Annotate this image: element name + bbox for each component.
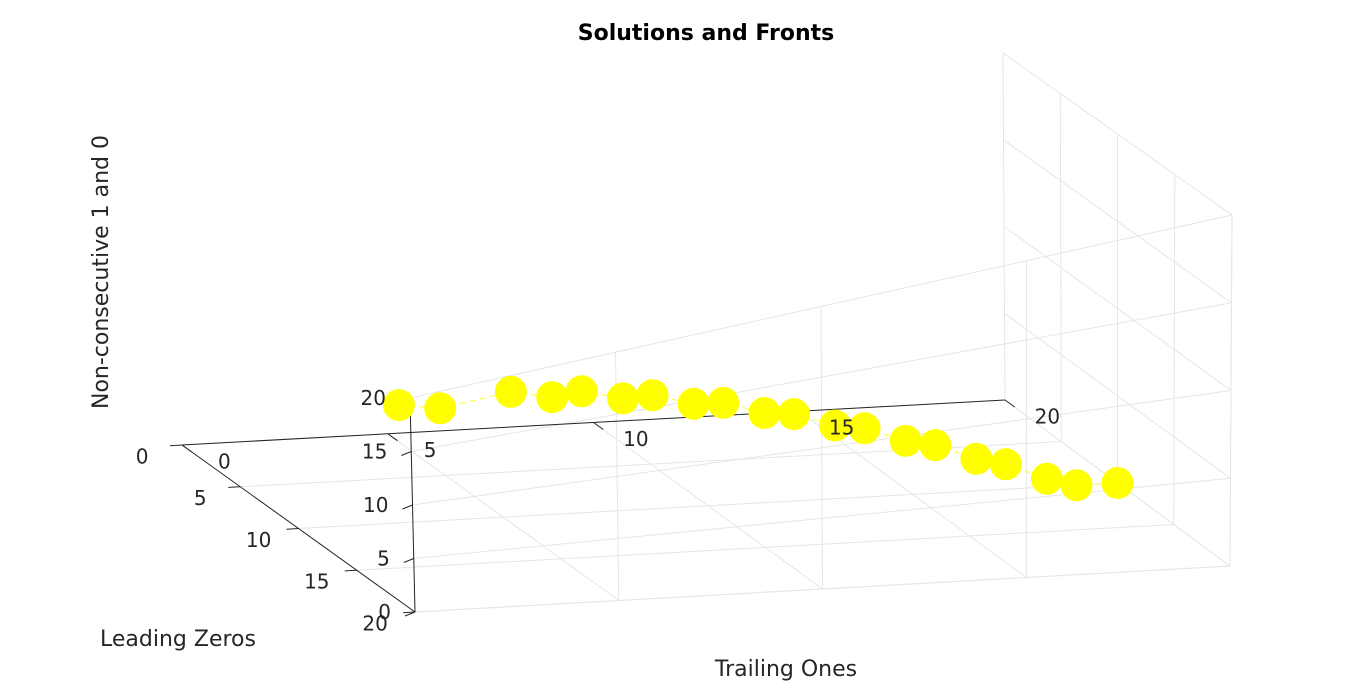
y-tick-mark [286, 528, 299, 530]
data-point [919, 429, 952, 462]
axes [169, 397, 1016, 617]
data-point [536, 381, 569, 414]
data-point [677, 387, 710, 420]
data-point [565, 375, 598, 408]
x-tick-label: 15 [829, 416, 854, 440]
y-tick-label: 15 [304, 570, 329, 594]
y-axis-label: Leading Zeros [100, 627, 256, 652]
data-point [889, 424, 922, 457]
grid-line [298, 482, 1118, 529]
grid-line [412, 390, 1232, 506]
z-tick-label: 5 [377, 547, 390, 571]
data-points [382, 375, 1134, 502]
data-point [707, 386, 740, 419]
grid-line [409, 214, 1233, 399]
z-tick-mark [402, 504, 413, 510]
y-tick-label: 20 [362, 611, 387, 635]
grid-line [1003, 226, 1232, 391]
data-point [607, 382, 639, 415]
x-tick-label: 20 [1035, 405, 1060, 429]
grid-line [1003, 139, 1232, 304]
data-point [424, 392, 457, 425]
front-line [1005, 463, 1048, 480]
grid [181, 52, 1233, 613]
x-tick-mark [387, 433, 398, 442]
grid-line [1229, 214, 1233, 567]
z-tick-mark [404, 611, 416, 617]
x-tick-label: 10 [623, 427, 648, 451]
y-tick-mark [169, 444, 183, 447]
x-tick-mark [181, 444, 193, 453]
y-tick-mark [402, 611, 416, 614]
data-point [960, 442, 993, 475]
data-point [848, 412, 881, 445]
grid-line [414, 565, 1231, 613]
x-tick-label: 0 [218, 450, 231, 474]
x-tick-mark [593, 422, 604, 430]
z-tick-label: 0 [378, 600, 391, 624]
z-axis-label: Non-consecutive 1 and 0 [89, 135, 114, 409]
grid-line [1173, 174, 1176, 525]
x-tick-label: 5 [424, 438, 437, 462]
x-axis-label: Trailing Ones [714, 657, 857, 682]
y-tick-label: 10 [246, 528, 271, 552]
data-point [819, 409, 852, 442]
data-point [1101, 467, 1134, 499]
chart-title: Solutions and Fronts [578, 21, 835, 46]
z-tick-mark [403, 558, 414, 563]
data-point [1060, 469, 1093, 502]
y-tick-label: 0 [136, 444, 149, 468]
y-tick-mark [228, 486, 241, 488]
y-tick-label: 5 [194, 486, 207, 510]
z-tick-label: 15 [362, 440, 387, 464]
z-tick-label: 10 [363, 493, 388, 517]
data-point [1030, 462, 1063, 495]
data-point [748, 397, 781, 429]
z-tick-mark [401, 451, 412, 456]
grid-line [1002, 52, 1233, 216]
z-tick-label: 20 [361, 386, 386, 410]
data-point [494, 375, 527, 408]
x-tick-mark [1004, 399, 1016, 408]
data-point [382, 389, 415, 422]
grid-line [411, 302, 1232, 452]
data-point [636, 379, 669, 412]
data-point [989, 448, 1022, 481]
grid-line [356, 524, 1174, 571]
y-tick-mark [344, 569, 357, 572]
data-point [778, 398, 810, 431]
